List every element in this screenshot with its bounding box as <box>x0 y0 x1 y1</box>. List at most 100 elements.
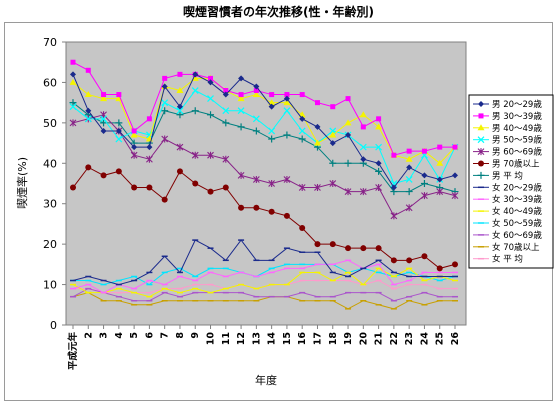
y-axis-title: 喫煙率(%) <box>15 157 29 209</box>
data-point <box>191 87 199 94</box>
x-tick-label: 21 <box>374 332 385 345</box>
data-point <box>329 159 337 167</box>
x-tick-label: 18 <box>328 332 339 346</box>
data-point <box>176 103 183 110</box>
data-point <box>268 127 276 135</box>
data-point <box>191 74 199 81</box>
data-point <box>478 113 484 119</box>
x-tick-label: 19 <box>343 332 354 345</box>
series-9 <box>70 259 458 294</box>
series-4 <box>69 87 459 187</box>
legend-item: 女 40～49歳 <box>473 206 542 217</box>
data-point <box>100 115 107 123</box>
data-point <box>161 83 168 90</box>
data-point <box>69 78 77 85</box>
series-line <box>72 61 455 156</box>
data-point <box>478 160 484 167</box>
data-point <box>283 131 291 139</box>
data-point <box>452 261 458 268</box>
data-point <box>421 172 428 179</box>
data-point <box>115 127 122 134</box>
data-point <box>345 245 352 252</box>
data-point <box>405 188 413 196</box>
data-point <box>406 148 412 154</box>
data-point <box>130 131 138 138</box>
data-point <box>237 95 245 102</box>
data-point <box>283 99 291 106</box>
data-point <box>314 241 321 248</box>
x-axis-title: 年度 <box>255 373 277 387</box>
x-tick-label: 13 <box>251 332 262 345</box>
data-point <box>329 241 336 248</box>
data-point <box>85 67 91 73</box>
data-point <box>375 160 382 167</box>
data-point <box>207 111 215 119</box>
data-point <box>131 184 138 191</box>
data-point <box>69 119 77 127</box>
data-point <box>345 131 352 138</box>
data-point <box>69 99 77 107</box>
x-tick-label: 20 <box>358 332 369 346</box>
data-point <box>283 95 290 102</box>
data-point <box>313 139 321 146</box>
x-tick-label: 24 <box>419 332 430 346</box>
series-line <box>72 89 456 185</box>
data-point <box>207 79 214 86</box>
data-point <box>329 180 337 187</box>
data-point <box>406 164 413 171</box>
data-point <box>192 180 199 187</box>
data-point <box>237 123 245 131</box>
x-tick-label: 16 <box>297 332 308 346</box>
data-point <box>161 107 169 115</box>
data-point <box>390 184 397 191</box>
data-point <box>344 188 352 196</box>
legend-item: 女 60～69歳 <box>473 230 542 241</box>
series-8 <box>70 239 458 286</box>
legend-item: 女 30～39歳 <box>473 194 542 205</box>
plot-area <box>65 41 467 326</box>
legend-box <box>468 94 554 269</box>
x-tick-label: 14 <box>267 332 278 346</box>
data-point <box>436 265 443 272</box>
data-point <box>207 188 214 195</box>
data-point <box>252 115 260 123</box>
legend-item: 女 70歳以上 <box>473 242 540 253</box>
data-point <box>146 116 152 122</box>
data-point <box>268 208 275 215</box>
chart-title: 喫煙習慣者の年次推移(性・年齢別) <box>183 5 374 19</box>
series-1 <box>70 71 458 191</box>
y-tick-label: 40 <box>43 157 57 170</box>
legend-item: 男 30～39歳 <box>473 111 542 122</box>
data-point <box>238 92 244 98</box>
series-line <box>72 114 456 217</box>
x-tick-label: 5 <box>129 332 140 339</box>
data-point <box>131 128 137 134</box>
data-point <box>100 172 107 179</box>
data-point <box>253 204 260 211</box>
legend-label: 女 平 均 <box>492 254 523 265</box>
legend-item: 男 60～69歳 <box>473 147 542 158</box>
data-point <box>314 184 321 192</box>
data-point <box>101 92 107 98</box>
data-point <box>238 75 245 82</box>
data-point <box>253 88 259 94</box>
data-point <box>478 101 484 107</box>
data-point <box>436 176 443 183</box>
x-tick-label: 10 <box>206 332 217 346</box>
x-tick-label: 12 <box>236 332 247 345</box>
data-point <box>298 135 306 143</box>
data-point <box>70 71 76 78</box>
data-point <box>176 87 184 94</box>
data-point <box>452 172 458 179</box>
legend-label: 女 20～29歳 <box>492 182 542 193</box>
data-point <box>436 188 444 196</box>
x-tick-label: 23 <box>404 332 415 345</box>
data-point <box>360 124 366 130</box>
data-point <box>268 103 275 110</box>
y-tick-label: 10 <box>43 279 57 292</box>
data-point <box>451 192 459 200</box>
legend-label: 男 平 均 <box>492 170 523 181</box>
series-7 <box>69 99 459 196</box>
data-point <box>237 171 245 179</box>
